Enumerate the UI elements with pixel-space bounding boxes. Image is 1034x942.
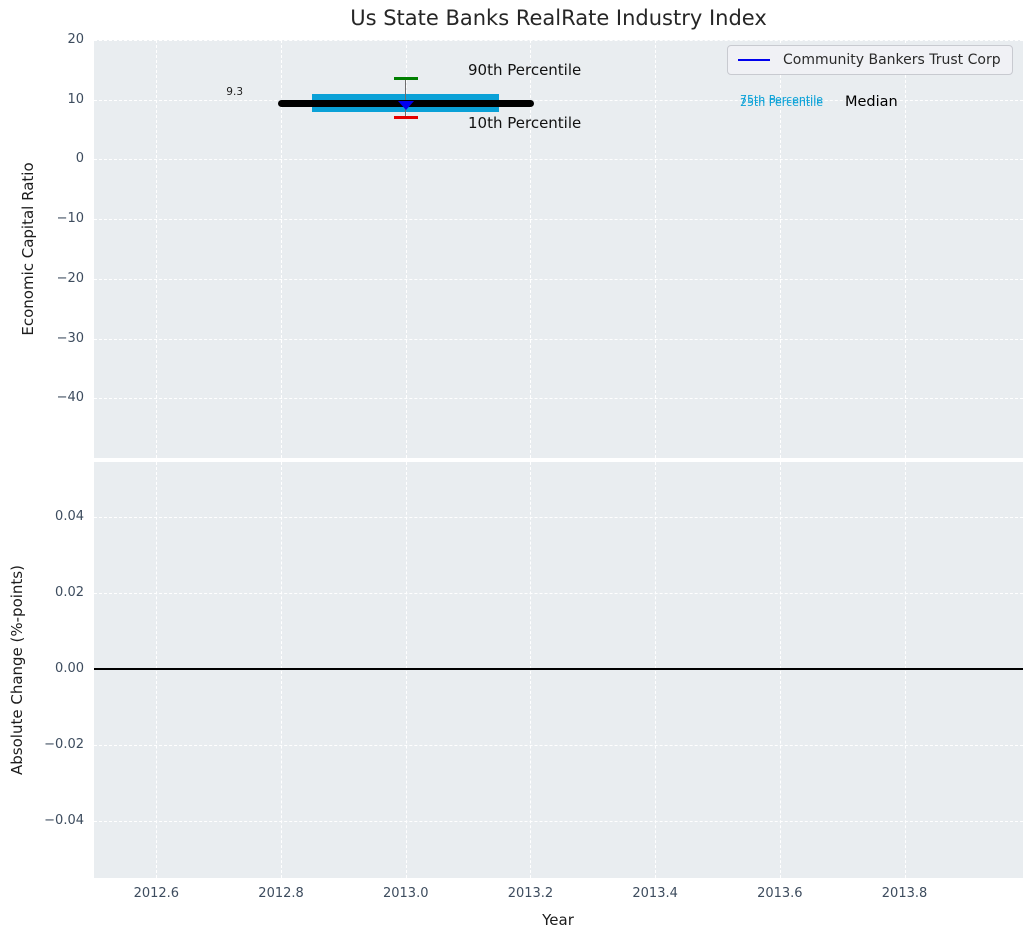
p90-cap <box>393 77 418 81</box>
x-tick-label: 2012.8 <box>258 886 304 901</box>
chart-title: Us State Banks RealRate Industry Index <box>350 6 767 30</box>
vertical-gridline <box>281 40 283 458</box>
x-tick-label: 2013.2 <box>507 886 554 901</box>
y-tick-label: 0.04 <box>55 509 84 525</box>
y-tick-label: −30 <box>56 330 84 346</box>
x-tick-label: 2013.8 <box>881 886 928 901</box>
y-tick-label: −0.02 <box>44 737 84 753</box>
legend-line-swatch <box>738 59 770 61</box>
horizontal-gridline <box>94 159 1023 161</box>
y-tick-label: 20 <box>67 32 84 47</box>
vertical-gridline <box>904 40 906 458</box>
x-tick-label: 2013.4 <box>632 886 678 901</box>
horizontal-gridline <box>94 398 1023 400</box>
horizontal-gridline <box>94 821 1023 823</box>
vertical-gridline <box>156 40 158 458</box>
vertical-gridline <box>530 40 532 458</box>
y-tick-label: −0.04 <box>44 813 84 829</box>
x-tick-label: 2013.6 <box>757 886 803 901</box>
y-tick-label: 0.02 <box>55 585 84 601</box>
legend-label: Community Bankers Trust Corp <box>783 52 1001 68</box>
horizontal-gridline <box>94 338 1023 340</box>
bottom-y-axis-label: Absolute Change (%-points) <box>8 565 26 775</box>
p10-cap <box>393 115 418 119</box>
median-value-annotation: 9.3 <box>226 86 243 98</box>
horizontal-gridline <box>94 219 1023 221</box>
x-axis-label: Year <box>542 911 574 929</box>
y-tick-label: 0.00 <box>55 661 84 677</box>
bottom-plot-area <box>94 462 1023 878</box>
vertical-gridline <box>779 40 781 458</box>
whisker-line <box>404 78 407 118</box>
y-tick-label: −40 <box>56 390 84 406</box>
y-tick-label: 0 <box>75 151 84 167</box>
zero-line <box>94 668 1023 671</box>
top-plot-area <box>94 40 1023 458</box>
horizontal-gridline <box>94 99 1023 101</box>
median-annotation: Median <box>845 94 898 110</box>
p90-annotation: 90th Percentile <box>468 61 582 79</box>
vertical-gridline <box>405 40 407 458</box>
legend[interactable]: Community Bankers Trust Corp <box>727 45 1013 75</box>
p75-annotation: 75th Percentile <box>740 93 824 106</box>
vertical-gridline <box>655 40 657 458</box>
y-tick-label: 10 <box>67 91 84 107</box>
x-tick-label: 2013.0 <box>382 886 429 901</box>
horizontal-gridline <box>94 593 1023 595</box>
x-tick-label: 2012.6 <box>133 886 180 901</box>
y-tick-label: −10 <box>56 211 84 227</box>
horizontal-gridline <box>94 517 1023 519</box>
company-marker <box>397 101 414 111</box>
horizontal-gridline <box>94 40 1023 41</box>
p25-annotation: 25th Percentile <box>740 96 824 109</box>
horizontal-gridline <box>94 278 1023 280</box>
p10-annotation: 10th Percentile <box>468 114 582 132</box>
top-y-axis-label: Economic Capital Ratio <box>19 162 37 336</box>
horizontal-gridline <box>94 745 1023 747</box>
y-tick-label: −20 <box>56 270 84 286</box>
